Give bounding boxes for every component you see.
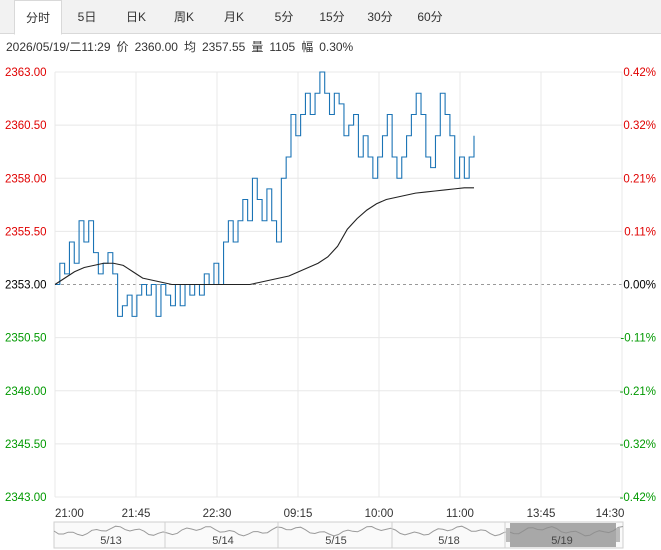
pct-tick-label: 0.00%	[623, 280, 656, 292]
pct-tick-label: -0.42%	[620, 492, 656, 504]
tab-5day[interactable]: 5日	[77, 10, 97, 24]
quote-info-bar: 2026/05/19/二11:29 价 2360.00 均 2357.55 量 1105 幅 0…	[6, 38, 359, 56]
navigator-date-label: 5/19	[551, 535, 572, 547]
info-datetime: 2026/05/19/二11:29	[6, 40, 111, 54]
x-tick-label: 13:45	[527, 508, 556, 520]
tab-daily-k[interactable]: 日K	[125, 10, 146, 24]
x-tick-label: 22:30	[203, 508, 232, 520]
average-series-line	[54, 187, 474, 286]
navigator-date-label: 5/18	[438, 535, 459, 547]
y-tick-label: 2355.50	[5, 226, 47, 238]
y-tick-label: 2353.00	[5, 280, 47, 292]
info-volume: 1105	[269, 40, 296, 54]
pct-tick-label: 0.42%	[623, 67, 656, 79]
y-tick-label: 2348.00	[5, 386, 47, 398]
tab-15min[interactable]: 15分	[319, 10, 345, 24]
x-tick-label: 21:00	[55, 508, 84, 520]
tab-60min[interactable]: 60分	[417, 10, 443, 24]
info-volume-label: 量	[251, 40, 264, 54]
navigator-right-handle[interactable]	[616, 528, 620, 542]
tab-30min[interactable]: 30分	[367, 10, 393, 24]
info-avg-label: 均	[183, 40, 196, 54]
navigator-left-handle[interactable]	[506, 528, 510, 542]
y-tick-label: 2360.50	[5, 120, 47, 132]
chart-grid	[54, 71, 623, 498]
info-price-label: 价	[116, 40, 129, 54]
navigator-selection-window[interactable]	[510, 523, 616, 547]
price-series-line	[55, 71, 475, 317]
y-tick-label: 2343.00	[5, 492, 47, 504]
y-tick-label: 2358.00	[5, 173, 47, 185]
chart-axes: 2363.00 0.42% 2360.50 0.32% 2358.00 0.21% 2355…	[5, 67, 656, 520]
info-amplitude-label: 幅	[301, 40, 314, 54]
pct-tick-label: -0.32%	[620, 439, 656, 451]
y-tick-label: 2363.00	[5, 67, 47, 79]
info-price: 2360.00	[134, 40, 178, 54]
y-tick-label: 2350.50	[5, 333, 47, 345]
pct-tick-label: -0.11%	[620, 333, 656, 345]
pct-tick-label: 0.32%	[623, 120, 656, 132]
tab-weekly-k[interactable]: 周K	[173, 10, 194, 24]
pct-tick-label: 0.11%	[624, 226, 656, 238]
tab-monthly-k[interactable]: 月K	[223, 10, 244, 24]
x-tick-label: 14:30	[596, 508, 625, 520]
y-tick-label: 2345.50	[5, 439, 47, 451]
x-tick-label: 11:00	[446, 508, 474, 520]
navigator-date-label: 5/14	[212, 535, 233, 547]
info-avg: 2357.55	[201, 40, 246, 54]
navigator-date-label: 5/13	[100, 535, 121, 547]
period-tab-bar: 分时 5日 日K 周K 月K 5分 15分 30分 60分	[0, 0, 661, 35]
pct-tick-label: 0.21%	[623, 173, 656, 185]
x-tick-label: 10:00	[365, 508, 394, 520]
info-amplitude: 0.30%	[319, 40, 354, 54]
tab-intraday[interactable]: 分时	[14, 0, 62, 35]
x-tick-label: 21:45	[122, 508, 151, 520]
navigator-date-label: 5/15	[325, 535, 346, 547]
pct-tick-label: -0.21%	[620, 386, 656, 398]
range-navigator[interactable]: 5/13 5/14 5/15 5/18 5/19	[53, 521, 624, 549]
chart-lines	[54, 71, 475, 317]
tab-5min[interactable]: 5分	[274, 10, 294, 24]
x-tick-label: 09:15	[284, 508, 313, 520]
